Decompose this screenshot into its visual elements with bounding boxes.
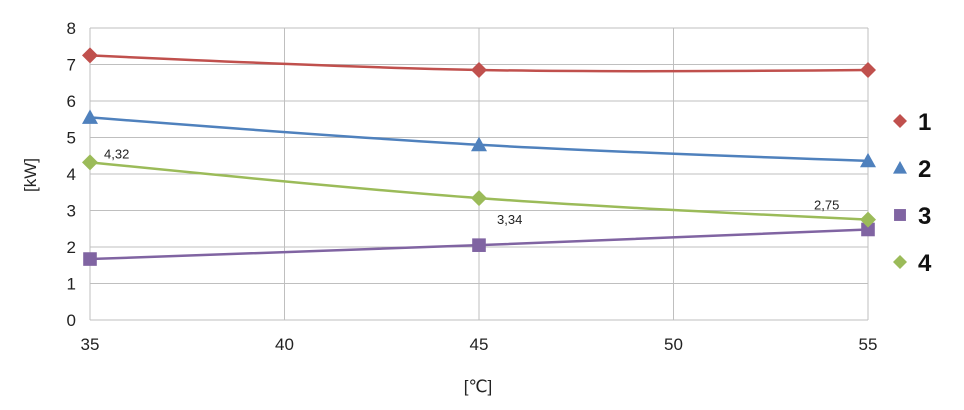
y-axis-ticks: 0 1 2 3 4 5 6 7 8: [67, 19, 76, 330]
series-3-point: [472, 238, 486, 252]
legend-label: 1: [918, 109, 931, 136]
y-tick-label: 6: [67, 92, 76, 111]
legend-marker-4: [893, 255, 907, 269]
y-tick-label: 8: [67, 19, 76, 38]
data-label: 3,34: [497, 212, 522, 227]
y-tick-label: 4: [67, 165, 76, 184]
x-axis-label: [℃]: [464, 377, 493, 396]
series-2-point: [471, 136, 487, 152]
y-tick-label: 7: [67, 56, 76, 75]
x-tick-label: 40: [275, 335, 294, 354]
y-axis-label: [kW]: [21, 158, 40, 192]
series-4-point: [471, 190, 487, 207]
series-3-point: [861, 222, 875, 237]
x-tick-label: 55: [859, 335, 878, 354]
x-tick-label: 50: [664, 335, 683, 354]
x-axis-ticks: 35 40 45 50 55: [81, 335, 878, 354]
series-2-point: [82, 109, 98, 124]
x-tick-label: 45: [470, 335, 489, 354]
y-tick-label: 5: [67, 129, 76, 148]
series-4-point: [82, 154, 98, 171]
series-2-point: [860, 152, 876, 168]
series-lines: [82, 47, 876, 266]
data-labels: 4,32 3,34 2,75: [104, 146, 839, 227]
legend-label: 4: [918, 250, 932, 277]
legend-marker-2: [893, 161, 907, 174]
y-tick-label: 1: [67, 275, 76, 294]
series-4-point: [860, 211, 876, 228]
y-tick-label: 0: [67, 311, 76, 330]
data-label: 2,75: [814, 198, 839, 213]
y-tick-label: 2: [67, 238, 76, 257]
series-1-point: [860, 61, 876, 78]
legend: 1 2 3 4: [893, 109, 932, 277]
legend-label: 3: [918, 203, 931, 230]
series-1-point: [82, 47, 98, 64]
x-tick-label: 35: [81, 335, 100, 354]
series-1-point: [471, 61, 487, 78]
data-label: 4,32: [104, 146, 129, 161]
y-tick-label: 3: [67, 202, 76, 221]
legend-marker-3: [894, 209, 906, 221]
legend-marker-1: [893, 114, 907, 128]
series-3-point: [83, 252, 97, 266]
legend-label: 2: [918, 156, 931, 183]
